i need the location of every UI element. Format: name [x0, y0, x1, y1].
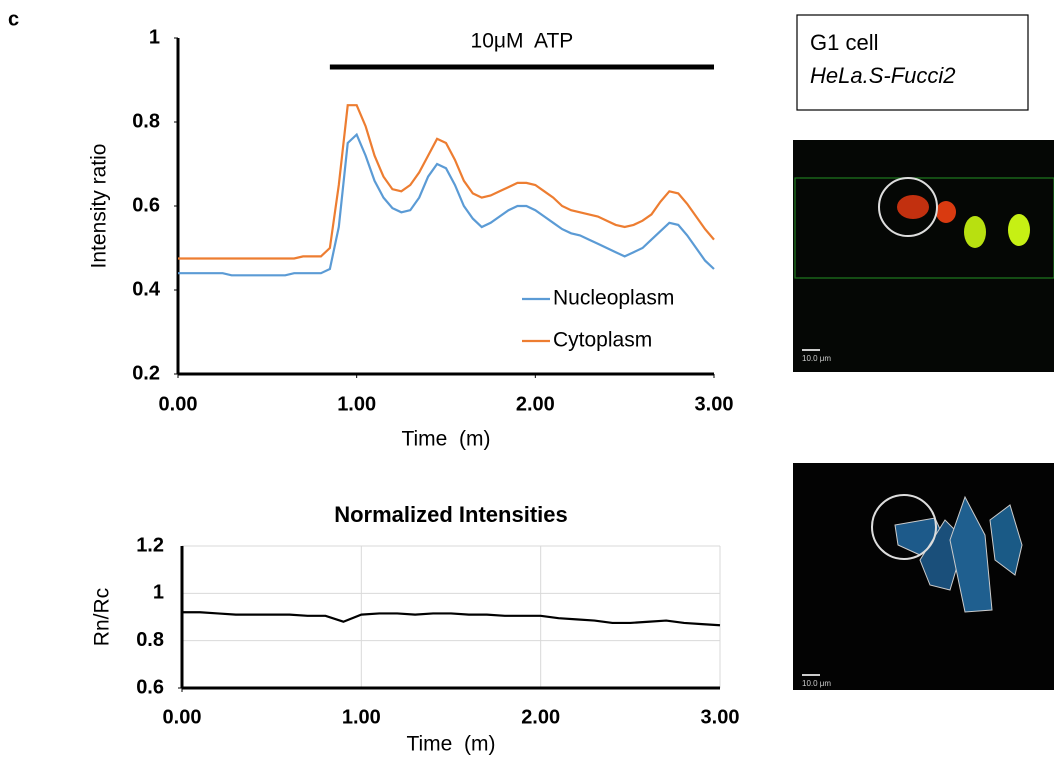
x-tick-label: 3.00 [701, 706, 740, 728]
series-line [178, 104, 715, 260]
caption-box [796, 14, 1029, 111]
x-tick-label: 3.00 [695, 393, 734, 415]
series-line [178, 132, 715, 277]
annotation: 10μM ATP [471, 30, 574, 53]
x-tick-label: 1.00 [342, 706, 381, 728]
x-tick-label: 0.00 [163, 706, 202, 728]
legend-label: Nucleoplasm [553, 287, 674, 310]
y-tick-label: 0.8 [132, 110, 160, 132]
scale-bar-label: 10.0 μm [802, 354, 831, 363]
caption-line: G1 cell [810, 30, 878, 55]
series-line [182, 611, 721, 627]
y-axis-label: Intensity ratio [88, 144, 111, 269]
x-tick-label: 2.00 [521, 706, 560, 728]
x-tick-label: 0.00 [159, 393, 198, 415]
legend-label: Cytoplasm [553, 329, 652, 352]
micrograph: 10.0 μm [793, 140, 1054, 372]
chart-title: Normalized Intensities [334, 502, 568, 527]
caption-line: HeLa.S-Fucci2 [810, 63, 956, 88]
x-axis-label: Time (m) [401, 428, 490, 451]
y-tick-label: 1.2 [136, 534, 164, 556]
y-tick-label: 0.6 [132, 194, 160, 216]
x-axis-label: Time (m) [406, 733, 495, 756]
y-tick-label: 1 [153, 582, 164, 604]
y-axis-label: Rn/Rc [91, 588, 114, 646]
y-tick-label: 0.8 [136, 629, 164, 651]
y-tick-label: 0.2 [132, 362, 160, 384]
scale-bar-label: 10.0 μm [802, 679, 831, 688]
micrograph: 10.0 μm [793, 463, 1054, 690]
panel-label: c [8, 8, 19, 30]
y-tick-label: 0.4 [132, 278, 161, 300]
x-tick-label: 1.00 [337, 393, 376, 415]
x-tick-label: 2.00 [516, 393, 555, 415]
y-tick-label: 1 [149, 26, 160, 48]
y-tick-label: 0.6 [136, 676, 164, 698]
